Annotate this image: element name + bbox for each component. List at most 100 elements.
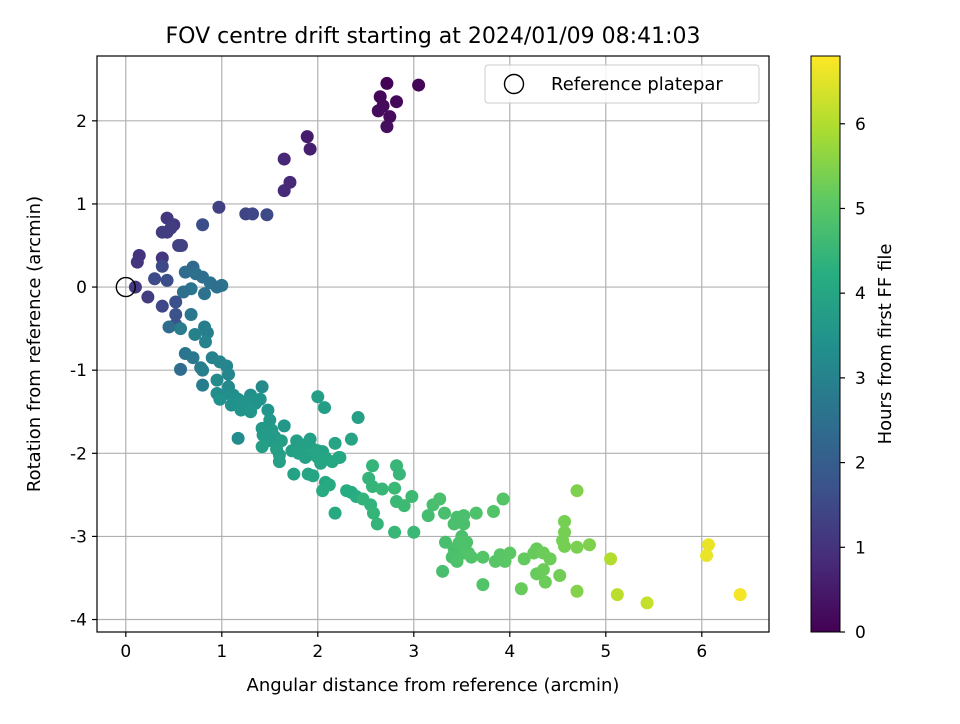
y-tick-label: 0 (76, 278, 87, 298)
data-point (570, 584, 584, 598)
data-point (148, 272, 162, 286)
data-point (388, 525, 402, 539)
x-axis-label: Angular distance from reference (arcmin) (247, 675, 620, 696)
data-point (438, 506, 452, 520)
x-tick-label: 5 (600, 642, 611, 662)
data-point (486, 504, 500, 518)
data-point (311, 390, 325, 404)
legend-entry-reference: Reference platepar (551, 74, 723, 95)
data-point (407, 525, 421, 539)
data-point (169, 307, 183, 321)
data-point (380, 120, 394, 134)
data-point (397, 499, 411, 513)
data-point (300, 130, 314, 144)
data-point (196, 218, 210, 232)
data-point (272, 455, 286, 469)
y-tick-label: -3 (70, 527, 87, 547)
y-tick-label: -2 (70, 444, 87, 464)
data-point (383, 110, 397, 124)
reference-marker (115, 276, 137, 298)
data-point (186, 351, 200, 365)
data-points (128, 76, 747, 610)
data-point (610, 588, 624, 602)
colorbar-tick-label: 2 (855, 454, 866, 474)
data-point (517, 552, 531, 566)
data-point (558, 539, 572, 553)
colorbar-tick-label: 0 (855, 623, 866, 643)
colorbar-tick-label: 6 (855, 115, 866, 135)
data-point (375, 482, 389, 496)
data-point (604, 552, 618, 566)
x-tick-label: 4 (504, 642, 515, 662)
x-tick-label: 6 (696, 642, 707, 662)
colorbar-tick-label: 1 (855, 538, 866, 558)
data-point (244, 405, 258, 419)
colorbar-tick-label: 3 (855, 369, 866, 389)
data-point (538, 575, 552, 589)
data-point (210, 373, 224, 387)
legend-marker-icon (503, 73, 525, 95)
data-point (174, 239, 188, 253)
y-tick-label: 2 (76, 112, 87, 132)
y-tick-label: -4 (70, 611, 87, 631)
data-point (328, 506, 342, 520)
colorbar-label: Hours from first FF file (875, 244, 896, 445)
data-point (169, 295, 183, 309)
data-point (261, 403, 275, 417)
x-axis-ticks: 0 1 2 3 4 5 6 (120, 632, 707, 662)
data-point (388, 481, 402, 495)
data-point (390, 95, 404, 109)
data-point (503, 546, 517, 560)
data-point (450, 554, 464, 568)
legend-box (484, 64, 760, 104)
data-point (371, 104, 385, 118)
data-point (174, 322, 188, 336)
data-point (366, 506, 380, 520)
data-point (222, 367, 236, 381)
data-point (213, 392, 227, 406)
reference-point (115, 276, 137, 298)
data-point (412, 78, 426, 92)
data-point (198, 287, 212, 301)
colorbar-tick-label: 4 (855, 284, 866, 304)
data-point (141, 290, 155, 304)
data-point (155, 299, 169, 313)
data-point (582, 538, 596, 552)
data-point (234, 403, 248, 417)
data-point (421, 509, 435, 523)
data-point (188, 327, 202, 341)
data-point (457, 509, 471, 523)
data-point (196, 363, 210, 377)
data-point (333, 450, 347, 464)
data-point (212, 200, 226, 214)
data-point (231, 431, 245, 445)
data-point (277, 419, 291, 433)
colorbar-ticks: 0 1 2 3 4 5 6 (840, 115, 866, 643)
data-point (447, 517, 461, 531)
data-point (155, 259, 169, 273)
data-point (210, 280, 224, 294)
data-point (176, 285, 190, 299)
data-point (460, 535, 474, 549)
x-tick-label: 2 (312, 642, 323, 662)
x-tick-label: 0 (120, 642, 131, 662)
data-point (514, 582, 528, 596)
x-tick-label: 1 (216, 642, 227, 662)
x-tick-label: 3 (408, 642, 419, 662)
colorbar-gradient (810, 55, 841, 633)
data-point (405, 490, 419, 504)
data-point (318, 401, 332, 415)
data-point (433, 492, 447, 506)
data-point (255, 380, 269, 394)
data-point (464, 550, 478, 564)
data-point (322, 478, 336, 492)
data-point (476, 578, 490, 592)
data-point (174, 362, 188, 376)
data-point (246, 207, 260, 221)
data-point (469, 506, 483, 520)
data-point (224, 398, 238, 412)
data-point (570, 484, 584, 498)
data-point (198, 335, 212, 349)
data-point (178, 265, 192, 279)
